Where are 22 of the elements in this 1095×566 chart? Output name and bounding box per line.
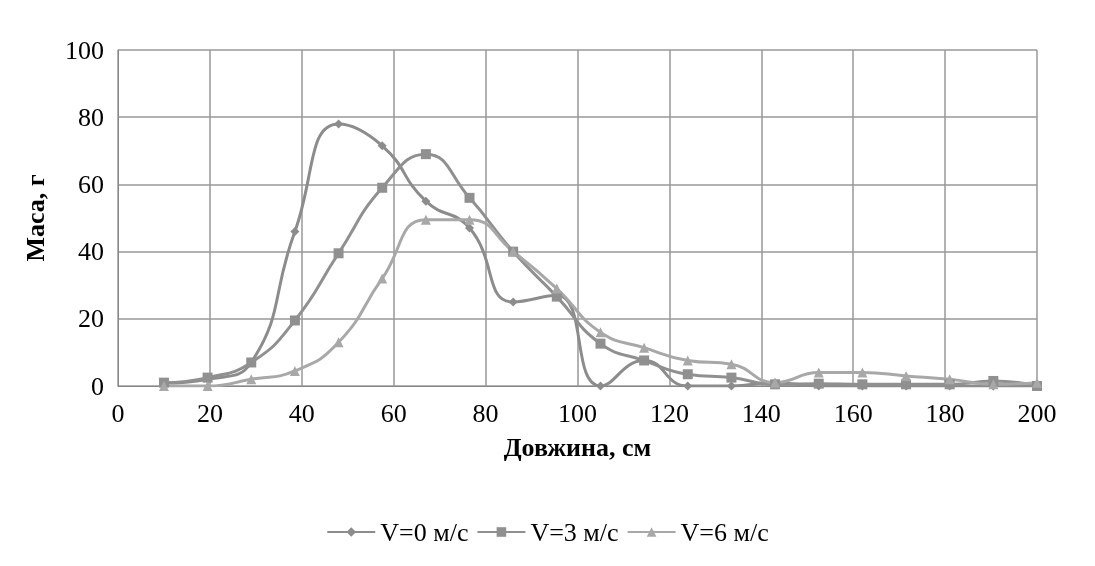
y-axis-title: Маса, г	[20, 174, 50, 262]
x-tick-label: 120	[649, 398, 689, 428]
x-tick-label: 40	[288, 398, 315, 428]
y-tick-label: 40	[78, 237, 104, 267]
x-tick-label: 0	[111, 398, 125, 428]
x-tick-label: 160	[833, 398, 873, 428]
x-tick-label: 20	[196, 398, 223, 428]
y-tick-label: 20	[78, 304, 104, 334]
x-tick-label: 140	[741, 398, 781, 428]
x-axis-title: Довжина, см	[503, 432, 652, 462]
y-tick-label: 80	[78, 102, 104, 132]
x-tick-label: 60	[380, 398, 407, 428]
legend-label: V=6 м/с	[680, 517, 769, 547]
y-tick-label: 100	[65, 35, 104, 65]
x-tick-label: 180	[925, 398, 965, 428]
legend-label: V=0 м/с	[380, 517, 469, 547]
y-tick-label: 60	[78, 169, 104, 199]
legend-label: V=3 м/с	[530, 517, 619, 547]
y-tick-label: 0	[91, 371, 104, 401]
x-tick-label: 80	[472, 398, 499, 428]
x-tick-label: 100	[558, 398, 597, 428]
x-tick-label: 200	[1017, 398, 1057, 428]
